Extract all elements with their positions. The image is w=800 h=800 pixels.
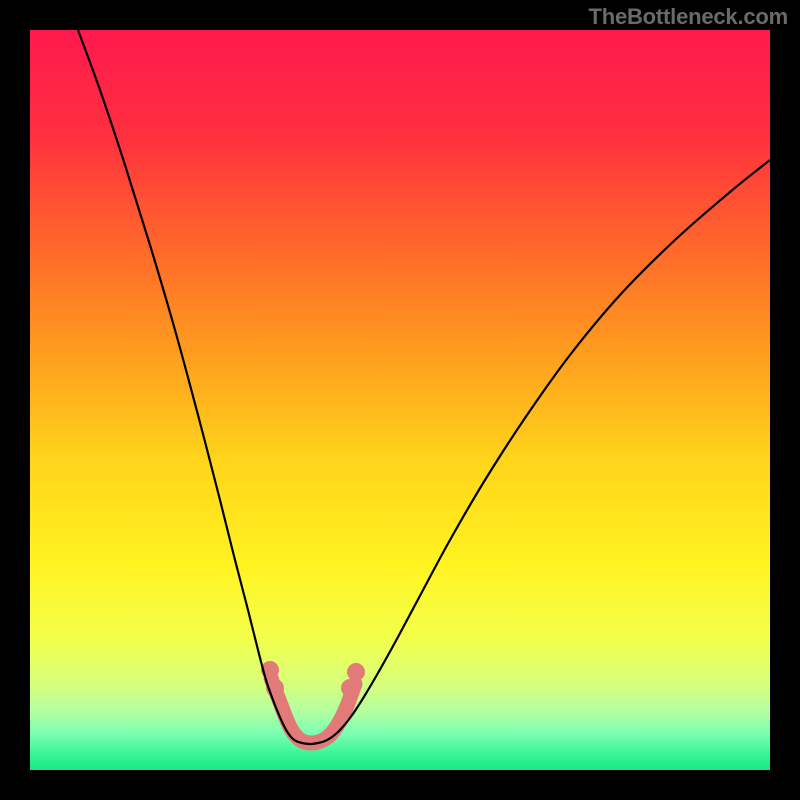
chart-frame: TheBottleneck.com (0, 0, 800, 800)
plot-area (30, 30, 770, 770)
main-curve-line (78, 30, 770, 744)
watermark-text: TheBottleneck.com (588, 4, 788, 30)
bottleneck-curve (30, 30, 770, 770)
